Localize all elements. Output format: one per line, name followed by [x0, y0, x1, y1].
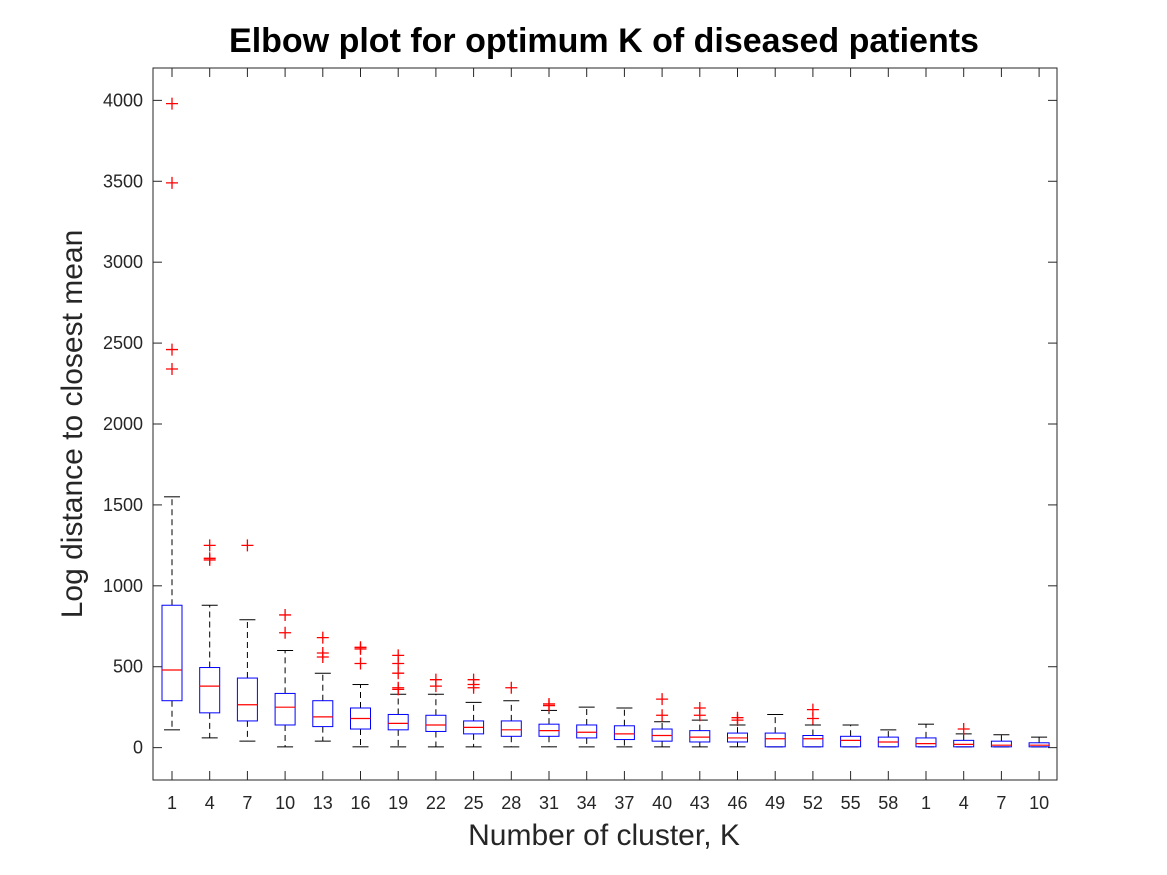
y-tick-label: 0 [133, 738, 143, 758]
y-tick-label: 2500 [103, 333, 143, 353]
outlier-marker [279, 608, 292, 621]
box [764, 732, 786, 748]
outlier-marker [731, 711, 744, 724]
outlier-marker [241, 539, 254, 552]
box [500, 720, 522, 737]
x-tick-label: 1 [921, 793, 931, 813]
outlier-marker [166, 362, 178, 375]
x-tick-label: 40 [652, 793, 672, 813]
outlier-marker [429, 673, 442, 686]
x-tick-label: 55 [841, 793, 861, 813]
x-tick-label: 7 [996, 793, 1006, 813]
box [161, 604, 183, 702]
x-tick-label: 43 [690, 793, 710, 813]
outlier-marker [392, 681, 405, 694]
y-tick-label: 4000 [103, 90, 143, 110]
y-tick-label: 500 [113, 657, 143, 677]
outlier-marker [203, 539, 216, 552]
outlier-marker [316, 646, 329, 659]
y-tick-label: 3500 [103, 171, 143, 191]
x-tick-label: 25 [464, 793, 484, 813]
x-tick-label: 16 [350, 793, 370, 813]
box [802, 735, 824, 748]
outlier-marker [354, 657, 367, 670]
x-tick-label: 13 [313, 793, 333, 813]
x-tick-label: 52 [803, 793, 823, 813]
x-tick-label: 31 [539, 793, 559, 813]
box [274, 692, 296, 726]
y-axis-label: Log distance to closest mean [56, 230, 89, 619]
outlier-marker [316, 631, 329, 644]
plot-frame [152, 67, 1058, 781]
chart-title: Elbow plot for optimum K of diseased pat… [229, 22, 979, 60]
box [576, 724, 598, 739]
y-tick-label: 1000 [103, 576, 143, 596]
x-tick-label: 22 [426, 793, 446, 813]
outlier-marker [806, 703, 819, 716]
outlier-marker [354, 641, 367, 654]
box [236, 677, 258, 722]
outlier-marker [279, 626, 292, 639]
box [199, 667, 221, 714]
box [689, 730, 711, 743]
y-tick-label: 1500 [103, 495, 143, 515]
outlier-marker [957, 723, 970, 736]
x-tick-label: 1 [167, 793, 177, 813]
box [990, 740, 1012, 748]
outlier-marker [656, 709, 669, 722]
x-tick-label: 4 [205, 793, 215, 813]
outlier-marker [693, 701, 706, 714]
x-tick-label: 7 [242, 793, 252, 813]
outlier-marker [656, 693, 669, 706]
x-tick-label: 10 [1029, 793, 1049, 813]
x-tick-label: 4 [959, 793, 969, 813]
outlier-marker [166, 343, 178, 356]
outlier-marker [505, 681, 518, 694]
y-tick-label: 2000 [103, 414, 143, 434]
box [840, 735, 862, 748]
x-tick-label: 46 [727, 793, 747, 813]
outlier-marker [467, 673, 480, 686]
box [915, 737, 937, 748]
outlier-marker [166, 97, 178, 110]
box [953, 739, 975, 748]
box [613, 725, 635, 741]
x-tick-label: 28 [501, 793, 521, 813]
box [425, 714, 447, 732]
x-tick-label: 10 [275, 793, 295, 813]
outlier-marker [166, 176, 178, 189]
x-tick-label: 49 [765, 793, 785, 813]
outlier-marker [203, 552, 216, 565]
box [387, 713, 409, 731]
x-tick-label: 19 [388, 793, 408, 813]
x-axis-label: Number of cluster, K [468, 819, 740, 852]
y-tick-label: 3000 [103, 252, 143, 272]
x-tick-label: 37 [614, 793, 634, 813]
outlier-marker [392, 649, 405, 662]
x-tick-label: 58 [878, 793, 898, 813]
x-tick-label: 34 [577, 793, 597, 813]
box [312, 700, 334, 728]
outlier-marker [543, 697, 555, 710]
